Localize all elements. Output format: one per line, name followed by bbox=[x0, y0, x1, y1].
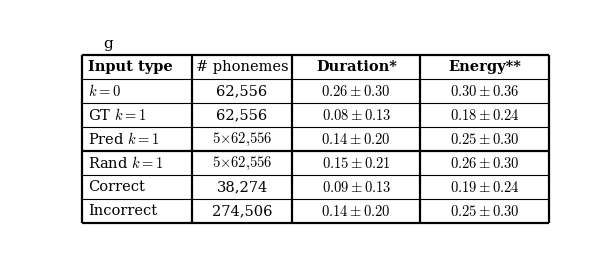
Text: $0.18 \pm 0.24$: $0.18 \pm 0.24$ bbox=[450, 108, 520, 123]
Text: $0.15 \pm 0.21$: $0.15 \pm 0.21$ bbox=[322, 156, 391, 171]
Text: Correct: Correct bbox=[88, 180, 145, 194]
Text: $0.25 \pm 0.30$: $0.25 \pm 0.30$ bbox=[450, 132, 520, 147]
Text: Rand $k = 1$: Rand $k = 1$ bbox=[88, 155, 164, 171]
Text: $0.19 \pm 0.24$: $0.19 \pm 0.24$ bbox=[450, 180, 520, 195]
Text: $0.26 \pm 0.30$: $0.26 \pm 0.30$ bbox=[321, 84, 391, 99]
Text: 38,274: 38,274 bbox=[216, 180, 268, 194]
Text: 62,556: 62,556 bbox=[216, 108, 268, 122]
Text: $5{\times}62{,}556$: $5{\times}62{,}556$ bbox=[212, 131, 272, 148]
Text: $0.09 \pm 0.13$: $0.09 \pm 0.13$ bbox=[321, 180, 391, 195]
Text: 62,556: 62,556 bbox=[216, 84, 268, 98]
Text: $0.30 \pm 0.36$: $0.30 \pm 0.36$ bbox=[450, 84, 520, 99]
Text: GT $k = 1$: GT $k = 1$ bbox=[88, 107, 146, 123]
Text: $0.08 \pm 0.13$: $0.08 \pm 0.13$ bbox=[321, 108, 391, 123]
Text: Pred $k = 1$: Pred $k = 1$ bbox=[88, 131, 160, 147]
Text: g: g bbox=[103, 37, 113, 51]
Text: $0.25 \pm 0.30$: $0.25 \pm 0.30$ bbox=[450, 204, 520, 219]
Text: $k = 0$: $k = 0$ bbox=[88, 83, 121, 99]
Text: Energy**: Energy** bbox=[448, 60, 521, 74]
Text: $5{\times}62{,}556$: $5{\times}62{,}556$ bbox=[212, 155, 272, 172]
Text: 274,506: 274,506 bbox=[212, 204, 272, 218]
Text: $0.14 \pm 0.20$: $0.14 \pm 0.20$ bbox=[321, 204, 391, 219]
Text: Input type: Input type bbox=[88, 60, 173, 74]
Text: # phonemes: # phonemes bbox=[196, 60, 288, 74]
Text: Incorrect: Incorrect bbox=[88, 204, 158, 218]
Text: Duration*: Duration* bbox=[316, 60, 397, 74]
Text: $0.14 \pm 0.20$: $0.14 \pm 0.20$ bbox=[321, 132, 391, 147]
Text: $0.26 \pm 0.30$: $0.26 \pm 0.30$ bbox=[450, 156, 520, 171]
